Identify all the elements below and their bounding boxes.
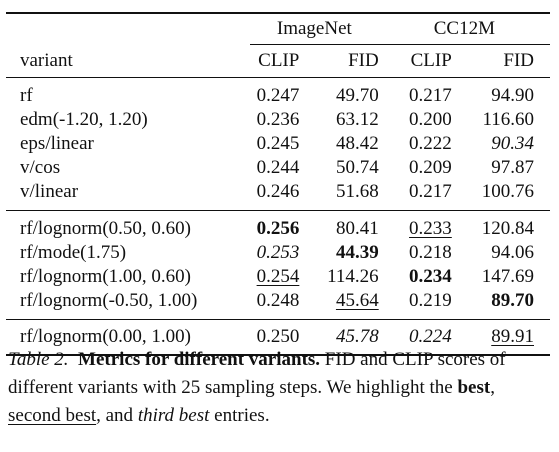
cc12m-fid-cell: 89.91	[451, 319, 550, 356]
cc12m-fid-cell: 94.90	[491, 85, 534, 106]
imagenet-clip-cell: 0.244	[256, 157, 300, 178]
cc12m-clip-cell: 0.217	[409, 85, 452, 106]
cc12m-fid-cell: 90.34	[491, 133, 534, 154]
table-row: rf/mode(1.75) 0.253 44.39 0.218 94.06	[6, 241, 550, 265]
table-row: rf/lognorm(1.00, 0.60) 0.254 114.26 0.23…	[6, 265, 550, 289]
variant-cell: eps/linear	[20, 133, 94, 154]
column-header-row: variant CLIP FID CLIP FID	[6, 44, 550, 78]
cc12m-clip-cell: 0.200	[409, 109, 452, 130]
table-row: rf 0.247 49.70 0.217 94.90	[6, 78, 550, 109]
imagenet-fid-cell: 45.64	[335, 290, 379, 311]
table-number: Table 2.	[8, 349, 69, 370]
table-row: v/linear 0.246 51.68 0.217 100.76	[6, 180, 550, 204]
group-imagenet: ImageNet	[249, 12, 379, 45]
variant-cell: rf/lognorm(0.50, 0.60)	[6, 210, 250, 241]
imagenet-fid-cell: 63.12	[335, 109, 379, 130]
cc12m-clip-cell: 0.218	[409, 242, 452, 263]
header-cc12m-clip: CLIP	[378, 44, 452, 78]
caption-title: Metrics for different variants.	[78, 349, 321, 370]
variant-cell: v/cos	[20, 157, 61, 178]
group-header-row: ImageNet CC12M	[6, 12, 550, 45]
variant-cell: v/linear	[20, 181, 79, 202]
cc12m-fid-cell: 97.87	[491, 157, 534, 178]
imagenet-clip-cell: 0.246	[256, 181, 300, 202]
variant-cell: edm(-1.20, 1.20)	[20, 109, 148, 130]
table-row: edm(-1.20, 1.20) 0.236 63.12 0.200 116.6…	[6, 108, 550, 132]
imagenet-clip-cell: 0.245	[256, 133, 300, 154]
imagenet-fid-cell: 50.74	[335, 157, 379, 178]
table-row: rf/lognorm(0.00, 1.00) 0.250 45.78 0.224…	[6, 319, 550, 356]
header-imagenet-clip: CLIP	[249, 44, 300, 78]
variant-cell: rf/lognorm(0.00, 1.00)	[6, 319, 250, 356]
imagenet-fid-cell: 44.39	[335, 242, 379, 263]
cc12m-clip-cell: 0.219	[409, 290, 452, 311]
cc12m-fid-cell: 120.84	[451, 210, 550, 241]
imagenet-fid-cell: 80.41	[299, 210, 379, 241]
caption-third-best: third best	[137, 405, 210, 426]
cc12m-fid-cell: 89.70	[491, 290, 534, 311]
imagenet-fid-cell: 114.26	[327, 266, 379, 287]
table-row: v/cos 0.244 50.74 0.209 97.87	[6, 156, 550, 180]
cc12m-fid-cell: 147.69	[481, 266, 534, 287]
metrics-table: ImageNet CC12M variant CLIP FID CLIP FID…	[6, 12, 550, 356]
imagenet-clip-cell: 0.254	[256, 266, 300, 287]
header-cc12m-fid: FID	[451, 44, 550, 78]
imagenet-clip-cell: 0.250	[249, 319, 300, 356]
variant-cell: rf/mode(1.75)	[20, 242, 127, 263]
imagenet-clip-cell: 0.247	[256, 85, 300, 106]
table-row: rf/lognorm(-0.50, 1.00) 0.248 45.64 0.21…	[6, 289, 550, 313]
cc12m-clip-cell: 0.217	[409, 181, 452, 202]
header-imagenet-fid: FID	[299, 44, 379, 78]
imagenet-clip-cell: 0.236	[256, 109, 300, 130]
variant-cell: rf/lognorm(-0.50, 1.00)	[20, 290, 198, 311]
table-caption: Table 2. Metrics for different variants.…	[8, 349, 506, 426]
group-cc12m: CC12M	[378, 12, 550, 45]
cc12m-fid-cell: 100.76	[481, 181, 534, 202]
imagenet-fid-cell: 45.78	[299, 319, 379, 356]
cc12m-clip-cell: 0.233	[378, 210, 452, 241]
variant-cell: rf/lognorm(1.00, 0.60)	[20, 266, 191, 287]
imagenet-fid-cell: 49.70	[335, 85, 379, 106]
cc12m-clip-cell: 0.224	[378, 319, 452, 356]
cc12m-fid-cell: 116.60	[482, 109, 534, 130]
cc12m-clip-cell: 0.234	[409, 266, 452, 287]
cc12m-clip-cell: 0.222	[409, 133, 452, 154]
caption-text: FID and CLIP scores of different variant…	[8, 349, 506, 398]
table-row: eps/linear 0.245 48.42 0.222 90.34	[6, 132, 550, 156]
cc12m-fid-cell: 94.06	[491, 242, 534, 263]
imagenet-clip-cell: 0.256	[249, 210, 300, 241]
imagenet-clip-cell: 0.253	[256, 242, 300, 263]
imagenet-clip-cell: 0.248	[256, 290, 300, 311]
cc12m-clip-cell: 0.209	[409, 157, 452, 178]
imagenet-fid-cell: 51.68	[335, 181, 379, 202]
imagenet-fid-cell: 48.42	[335, 133, 379, 154]
header-variant: variant	[6, 44, 250, 78]
caption-best: best	[457, 377, 491, 398]
caption-second-best: second best	[8, 405, 97, 426]
table-row: rf/lognorm(0.50, 0.60) 0.256 80.41 0.233…	[6, 210, 550, 241]
variant-cell: rf	[20, 85, 33, 106]
